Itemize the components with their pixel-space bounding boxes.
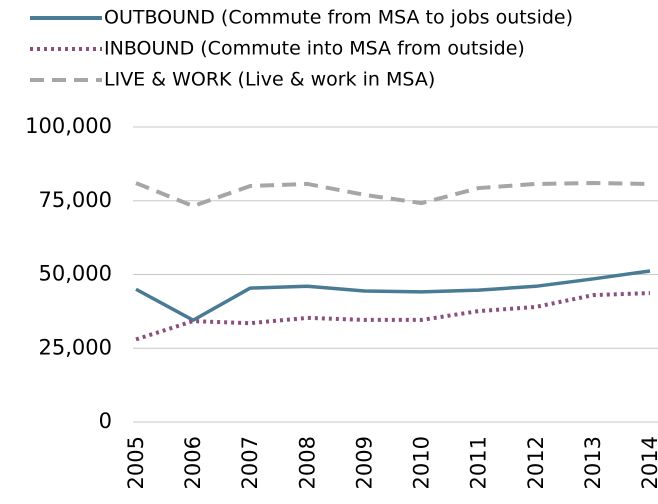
x-tick-label: 2008 [295, 436, 319, 489]
y-tick-label: 100,000 [25, 114, 112, 138]
series-line [135, 269, 651, 322]
x-tick-label: 2011 [467, 436, 491, 489]
legend-label: INBOUND (Commute into MSA from outside) [104, 38, 525, 60]
x-tick-label: 2006 [181, 436, 205, 489]
x-tick-label: 2012 [524, 436, 548, 489]
y-tick-label: 25,000 [39, 335, 112, 359]
y-tick-label: 50,000 [39, 262, 112, 286]
legend-label: LIVE & WORK (Live & work in MSA) [104, 69, 435, 91]
series-line [135, 181, 651, 209]
y-tick-label: 0 [99, 409, 112, 433]
y-tick-label: 75,000 [39, 188, 112, 212]
x-tick-label: 2005 [124, 436, 148, 489]
x-tick-label: 2014 [638, 436, 658, 489]
x-tick-label: 2013 [581, 436, 605, 489]
x-tick-label: 2007 [238, 436, 262, 489]
series-line [135, 291, 651, 342]
x-tick-label: 2009 [352, 436, 376, 489]
legend-label: OUTBOUND (Commute from MSA to jobs outsi… [104, 7, 573, 29]
x-tick-label: 2010 [410, 436, 434, 489]
